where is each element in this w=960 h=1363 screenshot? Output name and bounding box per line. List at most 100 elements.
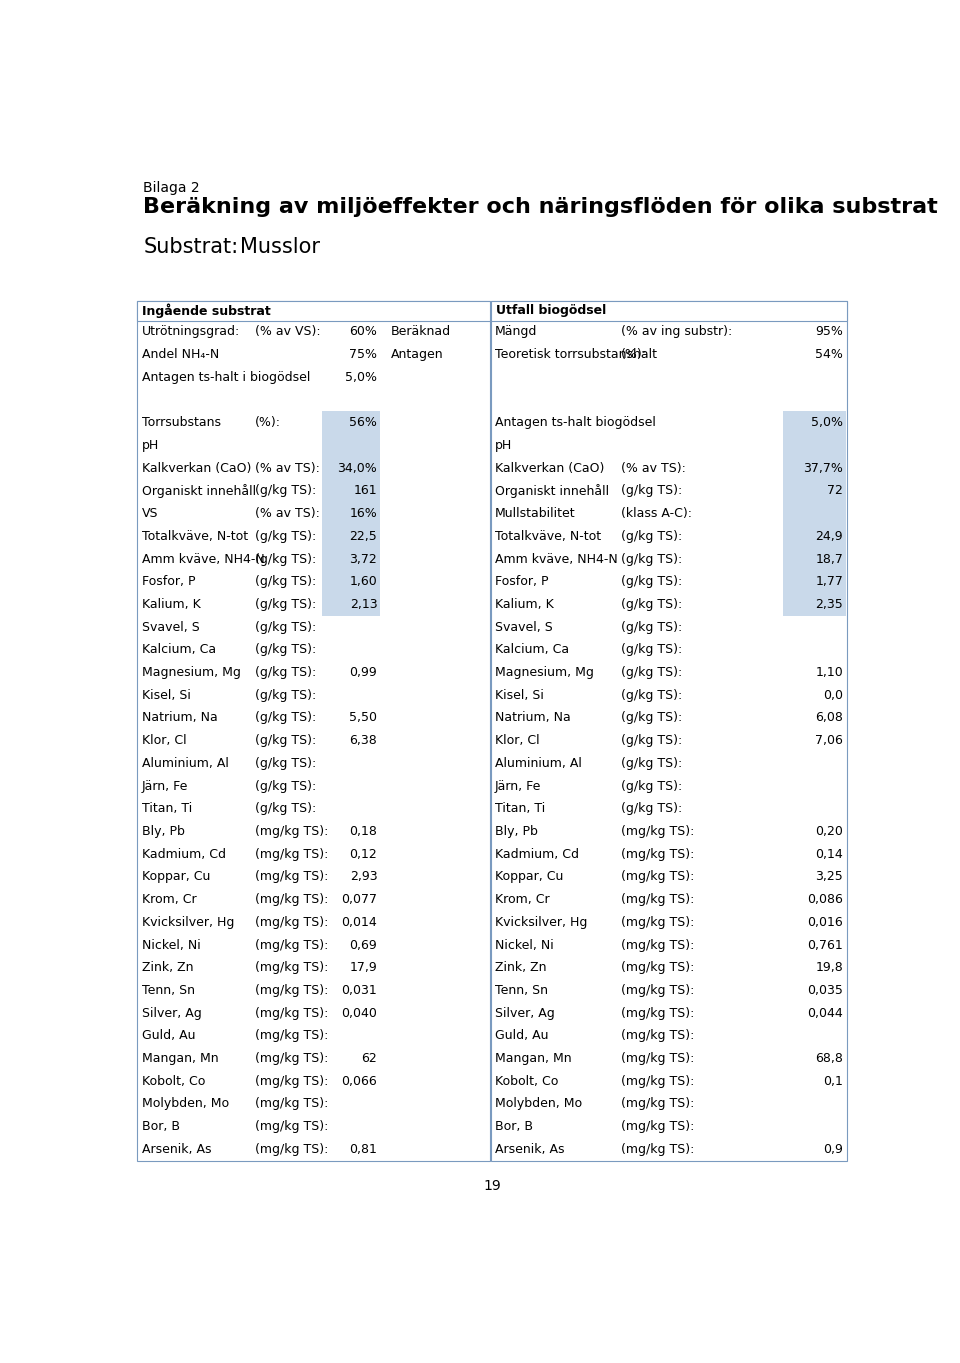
Text: (g/kg TS):: (g/kg TS): bbox=[621, 756, 682, 770]
Bar bbox=[322, 412, 379, 435]
Text: Magnesium, Mg: Magnesium, Mg bbox=[495, 667, 594, 679]
Bar bbox=[322, 503, 379, 525]
Text: (g/kg TS):: (g/kg TS): bbox=[621, 735, 682, 747]
Text: 0,0: 0,0 bbox=[823, 688, 843, 702]
Text: Kalkverkan (CaO): Kalkverkan (CaO) bbox=[495, 462, 605, 474]
Text: (g/kg TS):: (g/kg TS): bbox=[621, 620, 682, 634]
Text: (g/kg TS):: (g/kg TS): bbox=[621, 667, 682, 679]
Bar bbox=[783, 593, 846, 616]
Text: Klor, Cl: Klor, Cl bbox=[142, 735, 186, 747]
Text: (mg/kg TS):: (mg/kg TS): bbox=[254, 1075, 328, 1088]
Text: Fosfor, P: Fosfor, P bbox=[495, 575, 548, 589]
Text: (g/kg TS):: (g/kg TS): bbox=[621, 575, 682, 589]
Text: Kalium, K: Kalium, K bbox=[495, 598, 554, 611]
Text: (mg/kg TS):: (mg/kg TS): bbox=[621, 1142, 694, 1156]
Text: (g/kg TS):: (g/kg TS): bbox=[621, 530, 682, 542]
Text: Kalkverkan (CaO): Kalkverkan (CaO) bbox=[142, 462, 252, 474]
Text: 5,50: 5,50 bbox=[349, 711, 377, 725]
Text: 16%: 16% bbox=[349, 507, 377, 521]
Text: 6,38: 6,38 bbox=[349, 735, 377, 747]
Text: Zink, Zn: Zink, Zn bbox=[142, 961, 193, 975]
Text: Antagen ts-halt biogödsel: Antagen ts-halt biogödsel bbox=[495, 416, 656, 429]
Text: (mg/kg TS):: (mg/kg TS): bbox=[621, 1120, 694, 1133]
Text: Substrat:: Substrat: bbox=[143, 237, 238, 256]
Text: (g/kg TS):: (g/kg TS): bbox=[621, 598, 682, 611]
Text: 0,69: 0,69 bbox=[349, 939, 377, 951]
Text: Organiskt innehåll: Organiskt innehåll bbox=[142, 484, 255, 497]
Text: (g/kg TS):: (g/kg TS): bbox=[254, 667, 316, 679]
Bar bbox=[322, 570, 379, 593]
Text: (mg/kg TS):: (mg/kg TS): bbox=[621, 939, 694, 951]
Text: 6,08: 6,08 bbox=[815, 711, 843, 725]
Text: Magnesium, Mg: Magnesium, Mg bbox=[142, 667, 241, 679]
Text: (mg/kg TS):: (mg/kg TS): bbox=[254, 916, 328, 928]
Text: (mg/kg TS):: (mg/kg TS): bbox=[621, 825, 694, 838]
Text: Guld, Au: Guld, Au bbox=[142, 1029, 195, 1043]
Text: 0,066: 0,066 bbox=[342, 1075, 377, 1088]
Text: (%):: (%): bbox=[621, 348, 647, 361]
Text: Kvicksilver, Hg: Kvicksilver, Hg bbox=[495, 916, 588, 928]
Text: (mg/kg TS):: (mg/kg TS): bbox=[621, 984, 694, 996]
Text: Fosfor, P: Fosfor, P bbox=[142, 575, 195, 589]
Text: (mg/kg TS):: (mg/kg TS): bbox=[621, 961, 694, 975]
Text: Tenn, Sn: Tenn, Sn bbox=[495, 984, 548, 996]
Text: Kalcium, Ca: Kalcium, Ca bbox=[142, 643, 216, 657]
Text: (g/kg TS):: (g/kg TS): bbox=[254, 643, 316, 657]
Text: 0,20: 0,20 bbox=[815, 825, 843, 838]
Text: 37,7%: 37,7% bbox=[804, 462, 843, 474]
Text: Koppar, Cu: Koppar, Cu bbox=[495, 871, 564, 883]
Text: 0,040: 0,040 bbox=[342, 1007, 377, 1020]
Text: (mg/kg TS):: (mg/kg TS): bbox=[254, 984, 328, 996]
Text: 0,086: 0,086 bbox=[807, 893, 843, 906]
Text: 0,014: 0,014 bbox=[342, 916, 377, 928]
Text: (g/kg TS):: (g/kg TS): bbox=[254, 575, 316, 589]
Text: (g/kg TS):: (g/kg TS): bbox=[254, 598, 316, 611]
Bar bbox=[137, 301, 490, 1161]
Bar bbox=[783, 457, 846, 480]
Text: Järn, Fe: Järn, Fe bbox=[495, 780, 541, 792]
Text: Kobolt, Co: Kobolt, Co bbox=[495, 1075, 559, 1088]
Text: (%):: (%): bbox=[254, 416, 281, 429]
Text: 0,016: 0,016 bbox=[807, 916, 843, 928]
Text: 19,8: 19,8 bbox=[815, 961, 843, 975]
Text: 72: 72 bbox=[828, 484, 843, 497]
Text: Bly, Pb: Bly, Pb bbox=[495, 825, 538, 838]
Text: (mg/kg TS):: (mg/kg TS): bbox=[621, 848, 694, 860]
Text: 95%: 95% bbox=[815, 326, 843, 338]
Text: 62: 62 bbox=[362, 1052, 377, 1065]
Text: 3,72: 3,72 bbox=[349, 552, 377, 566]
Text: (% av ing substr):: (% av ing substr): bbox=[621, 326, 732, 338]
Text: 75%: 75% bbox=[349, 348, 377, 361]
Text: (mg/kg TS):: (mg/kg TS): bbox=[254, 939, 328, 951]
Text: (mg/kg TS):: (mg/kg TS): bbox=[254, 1120, 328, 1133]
Text: (g/kg TS):: (g/kg TS): bbox=[254, 711, 316, 725]
Text: (g/kg TS):: (g/kg TS): bbox=[621, 552, 682, 566]
Bar bbox=[322, 548, 379, 570]
Text: Bor, B: Bor, B bbox=[142, 1120, 180, 1133]
Text: 5,0%: 5,0% bbox=[811, 416, 843, 429]
Text: Guld, Au: Guld, Au bbox=[495, 1029, 548, 1043]
Text: Mängd: Mängd bbox=[495, 326, 538, 338]
Text: 0,1: 0,1 bbox=[824, 1075, 843, 1088]
Text: Torrsubstans: Torrsubstans bbox=[142, 416, 221, 429]
Text: 17,9: 17,9 bbox=[349, 961, 377, 975]
Text: 1,10: 1,10 bbox=[815, 667, 843, 679]
Text: 3,25: 3,25 bbox=[815, 871, 843, 883]
Text: (g/kg TS):: (g/kg TS): bbox=[254, 803, 316, 815]
Text: Mullstabilitet: Mullstabilitet bbox=[495, 507, 576, 521]
Bar bbox=[783, 480, 846, 503]
Text: Silver, Ag: Silver, Ag bbox=[142, 1007, 202, 1020]
Text: pH: pH bbox=[142, 439, 159, 453]
Text: (g/kg TS):: (g/kg TS): bbox=[621, 643, 682, 657]
Bar bbox=[322, 525, 379, 548]
Text: Titan, Ti: Titan, Ti bbox=[495, 803, 545, 815]
Text: (mg/kg TS):: (mg/kg TS): bbox=[621, 893, 694, 906]
Text: Krom, Cr: Krom, Cr bbox=[142, 893, 197, 906]
Text: Krom, Cr: Krom, Cr bbox=[495, 893, 550, 906]
Text: 0,9: 0,9 bbox=[824, 1142, 843, 1156]
Text: Molybden, Mo: Molybden, Mo bbox=[495, 1097, 582, 1111]
Text: Beräknad: Beräknad bbox=[392, 326, 451, 338]
Text: (g/kg TS):: (g/kg TS): bbox=[254, 620, 316, 634]
Text: Totalkväve, N-tot: Totalkväve, N-tot bbox=[495, 530, 601, 542]
Text: 0,035: 0,035 bbox=[807, 984, 843, 996]
